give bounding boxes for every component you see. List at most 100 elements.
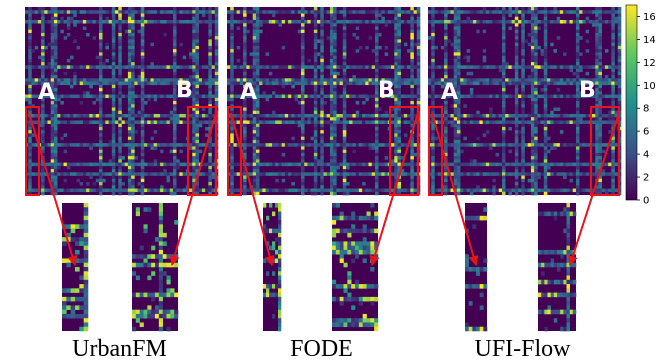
heatmap-cell: [310, 65, 315, 69]
heatmap-cell: [208, 91, 212, 95]
heatmap-cell: [115, 81, 119, 86]
heatmap-cell: [489, 188, 493, 193]
heatmap-cell: [501, 75, 506, 79]
heatmap-cell: [160, 94, 164, 99]
heatmap-cell: [572, 19, 577, 24]
heatmap-cell: [140, 68, 145, 73]
heatmap-cell: [466, 78, 471, 82]
heatmap-cell: [158, 309, 163, 315]
heatmap-cell: [44, 45, 48, 50]
heatmap-cell: [127, 172, 132, 176]
heatmap-cell: [172, 29, 177, 34]
heatmap-cell: [313, 110, 318, 115]
heatmap-cell: [413, 188, 418, 193]
heatmap-cell: [192, 182, 196, 186]
heatmap-cell: [172, 159, 177, 163]
heatmap-cell: [265, 10, 270, 14]
heatmap-cell: [297, 65, 302, 69]
heatmap-cell: [255, 188, 260, 193]
heatmap-cell: [105, 81, 109, 86]
heatmap-cell: [137, 78, 142, 82]
heatmap-cell: [384, 19, 389, 24]
heatmap-cell: [575, 81, 580, 86]
heatmap-cell: [465, 267, 469, 272]
heatmap-cell: [333, 65, 337, 69]
heatmap-cell: [530, 39, 535, 43]
heatmap-cell: [131, 139, 135, 144]
heatmap-cell: [28, 71, 32, 76]
heatmap-cell: [63, 36, 68, 40]
heatmap-cell: [472, 267, 477, 272]
heatmap-cell: [598, 133, 602, 137]
heatmap-cell: [575, 88, 580, 92]
heatmap-cell: [608, 65, 612, 69]
heatmap-cell: [127, 36, 132, 40]
heatmap-cell: [31, 113, 35, 118]
heatmap-cell: [124, 162, 129, 167]
heatmap-cell: [294, 143, 299, 147]
heatmap-cell: [444, 58, 448, 63]
heatmap-cell: [83, 224, 89, 229]
heatmap-cell: [50, 185, 55, 189]
heatmap-cell: [320, 42, 324, 47]
heatmap-cell: [208, 139, 212, 144]
heatmap-cell: [469, 91, 474, 95]
heatmap-cell: [514, 62, 519, 66]
heatmap-cell: [374, 42, 379, 47]
heatmap-cell: [362, 249, 367, 255]
heatmap-cell: [79, 182, 84, 186]
heatmap-cell: [275, 249, 279, 255]
heatmap-cell: [530, 149, 535, 154]
heatmap-cell: [50, 169, 55, 173]
heatmap-cell: [75, 305, 80, 310]
heatmap-cell: [127, 126, 132, 131]
heatmap-cell: [410, 123, 414, 128]
heatmap-cell: [150, 78, 154, 82]
heatmap-cell: [41, 7, 45, 11]
heatmap-cell: [172, 78, 177, 82]
heatmap-cell: [243, 91, 247, 95]
heatmap-cell: [534, 146, 538, 150]
heatmap-cell: [239, 94, 244, 99]
heatmap-cell: [297, 94, 302, 99]
heatmap-cell: [374, 68, 379, 73]
heatmap-cell: [394, 45, 398, 50]
heatmap-cell: [151, 296, 156, 302]
heatmap-cell: [73, 113, 77, 118]
heatmap-cell: [259, 120, 263, 124]
heatmap-cell: [595, 185, 599, 189]
heatmap-cell: [608, 19, 612, 24]
heatmap-cell: [105, 45, 109, 50]
heatmap-cell: [585, 78, 590, 82]
heatmap-cell: [131, 81, 135, 86]
heatmap-cell: [342, 45, 347, 50]
heatmap-cell: [132, 262, 137, 268]
heatmap-cell: [394, 42, 398, 47]
heatmap-cell: [508, 191, 512, 196]
heatmap-cell: [75, 313, 80, 319]
heatmap-cell: [479, 284, 484, 289]
heatmap-cell: [403, 172, 408, 176]
heatmap-cell: [137, 19, 142, 24]
heatmap-cell: [514, 133, 519, 137]
heatmap-cell: [540, 162, 545, 167]
heatmap-cell: [534, 36, 538, 40]
heatmap-cell: [595, 165, 599, 170]
heatmap-cell: [297, 19, 302, 24]
heatmap-cell: [456, 110, 461, 115]
heatmap-cell: [172, 55, 177, 60]
heatmap-cell: [320, 91, 324, 95]
heatmap-cell: [482, 58, 487, 63]
heatmap-cell: [543, 101, 548, 105]
heatmap-cell: [362, 284, 367, 289]
heatmap-cell: [98, 91, 103, 95]
heatmap-cell: [394, 191, 398, 196]
heatmap-cell: [111, 185, 116, 189]
heatmap-cell: [121, 19, 126, 24]
heatmap-cell: [140, 97, 145, 102]
heatmap-cell: [394, 159, 398, 163]
heatmap-cell: [140, 191, 145, 196]
heatmap-cell: [579, 78, 583, 82]
heatmap-cell: [611, 81, 615, 86]
heatmap-cell: [391, 78, 395, 82]
